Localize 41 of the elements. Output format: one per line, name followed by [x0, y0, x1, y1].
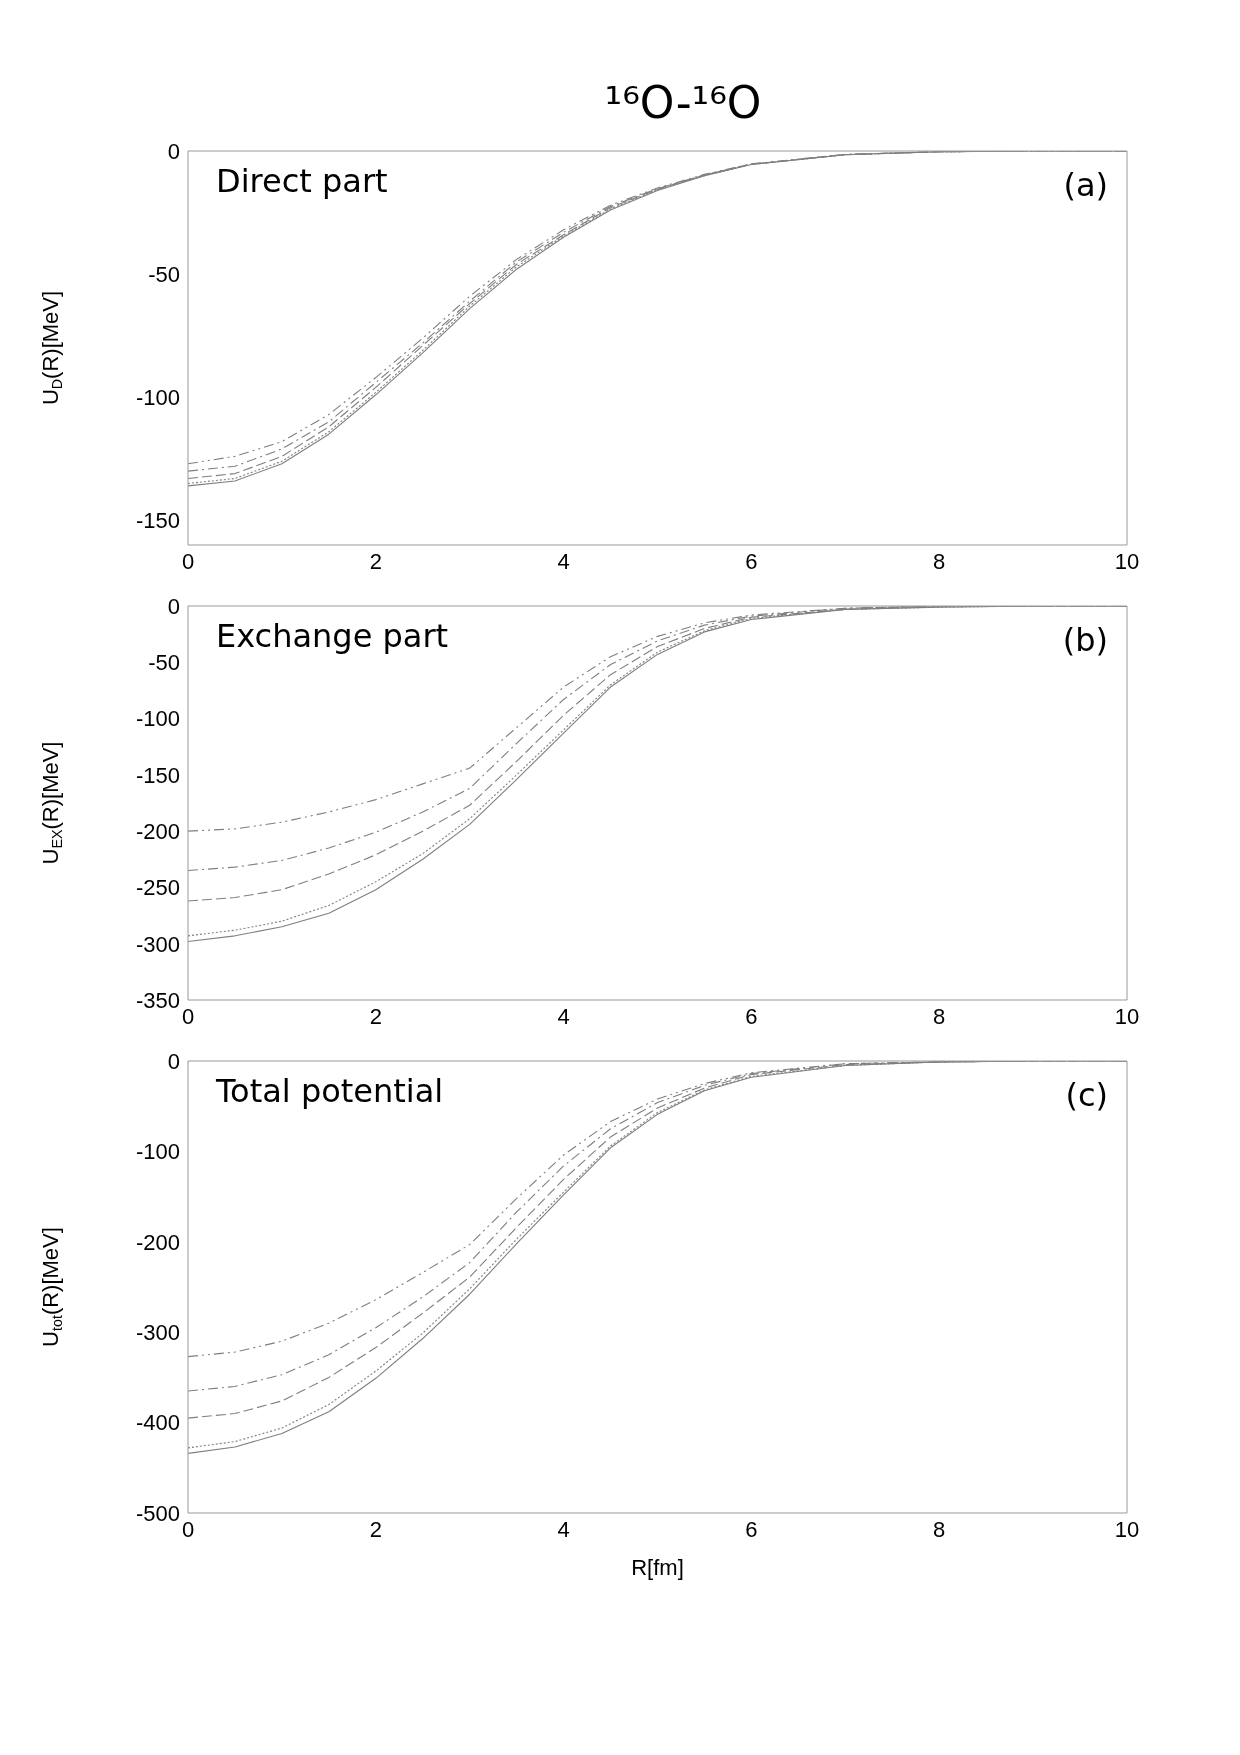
x-tick-label: 4 — [557, 1003, 570, 1029]
x-axis-title: R[fm] — [631, 1555, 684, 1580]
x-tick-label: 2 — [369, 548, 382, 574]
annotation: (a) — [1063, 166, 1108, 204]
y-tick-label: -500 — [135, 1500, 180, 1526]
y-tick-label: 0 — [167, 1048, 180, 1074]
x-tick-label: 4 — [557, 548, 570, 574]
x-tick-label: 8 — [933, 548, 946, 574]
x-tick-label: 10 — [1114, 548, 1140, 574]
y-tick-label: 0 — [167, 138, 180, 164]
x-tick-label: 10 — [1114, 1003, 1140, 1029]
x-tick-label: 2 — [369, 1003, 382, 1029]
y-tick-label: -100 — [135, 385, 180, 411]
y-tick-label: -250 — [135, 875, 180, 901]
x-tick-label: 10 — [1114, 1516, 1140, 1542]
x-tick-label: 8 — [933, 1516, 946, 1542]
chart-title: ¹⁶O-¹⁶O — [604, 77, 762, 128]
annotation: (c) — [1065, 1076, 1108, 1114]
annotation: Exchange part — [216, 617, 449, 655]
x-tick-label: 8 — [933, 1003, 946, 1029]
y-tick-label: -200 — [135, 1229, 180, 1255]
y-tick-label: -50 — [148, 650, 180, 676]
x-tick-label: 2 — [369, 1516, 382, 1542]
annotation: Total potential — [216, 1072, 444, 1110]
y-tick-label: -300 — [135, 931, 180, 957]
annotation: (b) — [1062, 621, 1108, 659]
y-tick-label: -350 — [135, 987, 180, 1013]
y-tick-label: -150 — [135, 762, 180, 788]
x-tick-label: 6 — [745, 1003, 758, 1029]
y-tick-label: 0 — [167, 593, 180, 619]
y-tick-label: -50 — [148, 261, 180, 287]
y-tick-label: -200 — [135, 818, 180, 844]
y-tick-label: -300 — [135, 1320, 180, 1346]
y-tick-label: -150 — [135, 508, 180, 534]
x-tick-label: 4 — [557, 1516, 570, 1542]
y-tick-label: -100 — [135, 1139, 180, 1165]
y-tick-label: -100 — [135, 706, 180, 732]
y-tick-label: -400 — [135, 1410, 180, 1436]
x-tick-label: 6 — [745, 548, 758, 574]
x-tick-label: 6 — [745, 1516, 758, 1542]
annotation: Direct part — [216, 162, 388, 200]
